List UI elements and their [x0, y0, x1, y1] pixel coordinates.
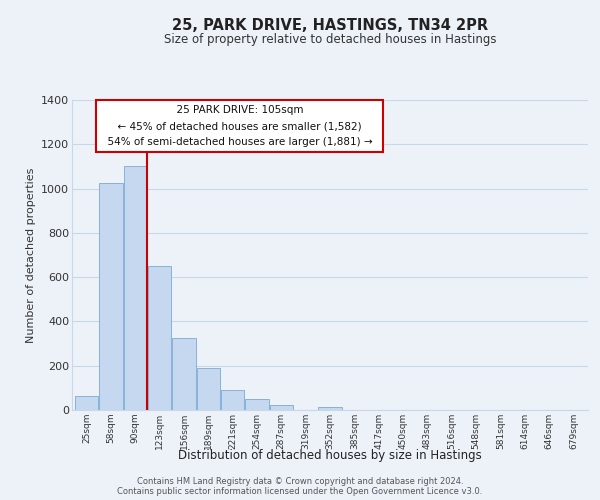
Text: Distribution of detached houses by size in Hastings: Distribution of detached houses by size …: [178, 448, 482, 462]
Bar: [124, 166, 147, 410]
Bar: [148, 266, 171, 410]
Bar: [221, 390, 244, 410]
Text: Size of property relative to detached houses in Hastings: Size of property relative to detached ho…: [164, 32, 496, 46]
Bar: [100, 183, 122, 410]
Text: Contains public sector information licensed under the Open Government Licence v3: Contains public sector information licen…: [118, 486, 482, 496]
Text: Contains HM Land Registry data © Crown copyright and database right 2024.: Contains HM Land Registry data © Crown c…: [137, 476, 463, 486]
Bar: [197, 368, 220, 410]
Text: 25, PARK DRIVE, HASTINGS, TN34 2PR: 25, PARK DRIVE, HASTINGS, TN34 2PR: [172, 18, 488, 32]
Bar: [245, 399, 269, 410]
Bar: [75, 396, 98, 410]
Text: 25 PARK DRIVE: 105sqm  
  ← 45% of detached houses are smaller (1,582)  
  54% o: 25 PARK DRIVE: 105sqm ← 45% of detached …: [101, 104, 379, 148]
Bar: [172, 338, 196, 410]
Bar: [319, 406, 341, 410]
Y-axis label: Number of detached properties: Number of detached properties: [26, 168, 35, 342]
Bar: [270, 405, 293, 410]
